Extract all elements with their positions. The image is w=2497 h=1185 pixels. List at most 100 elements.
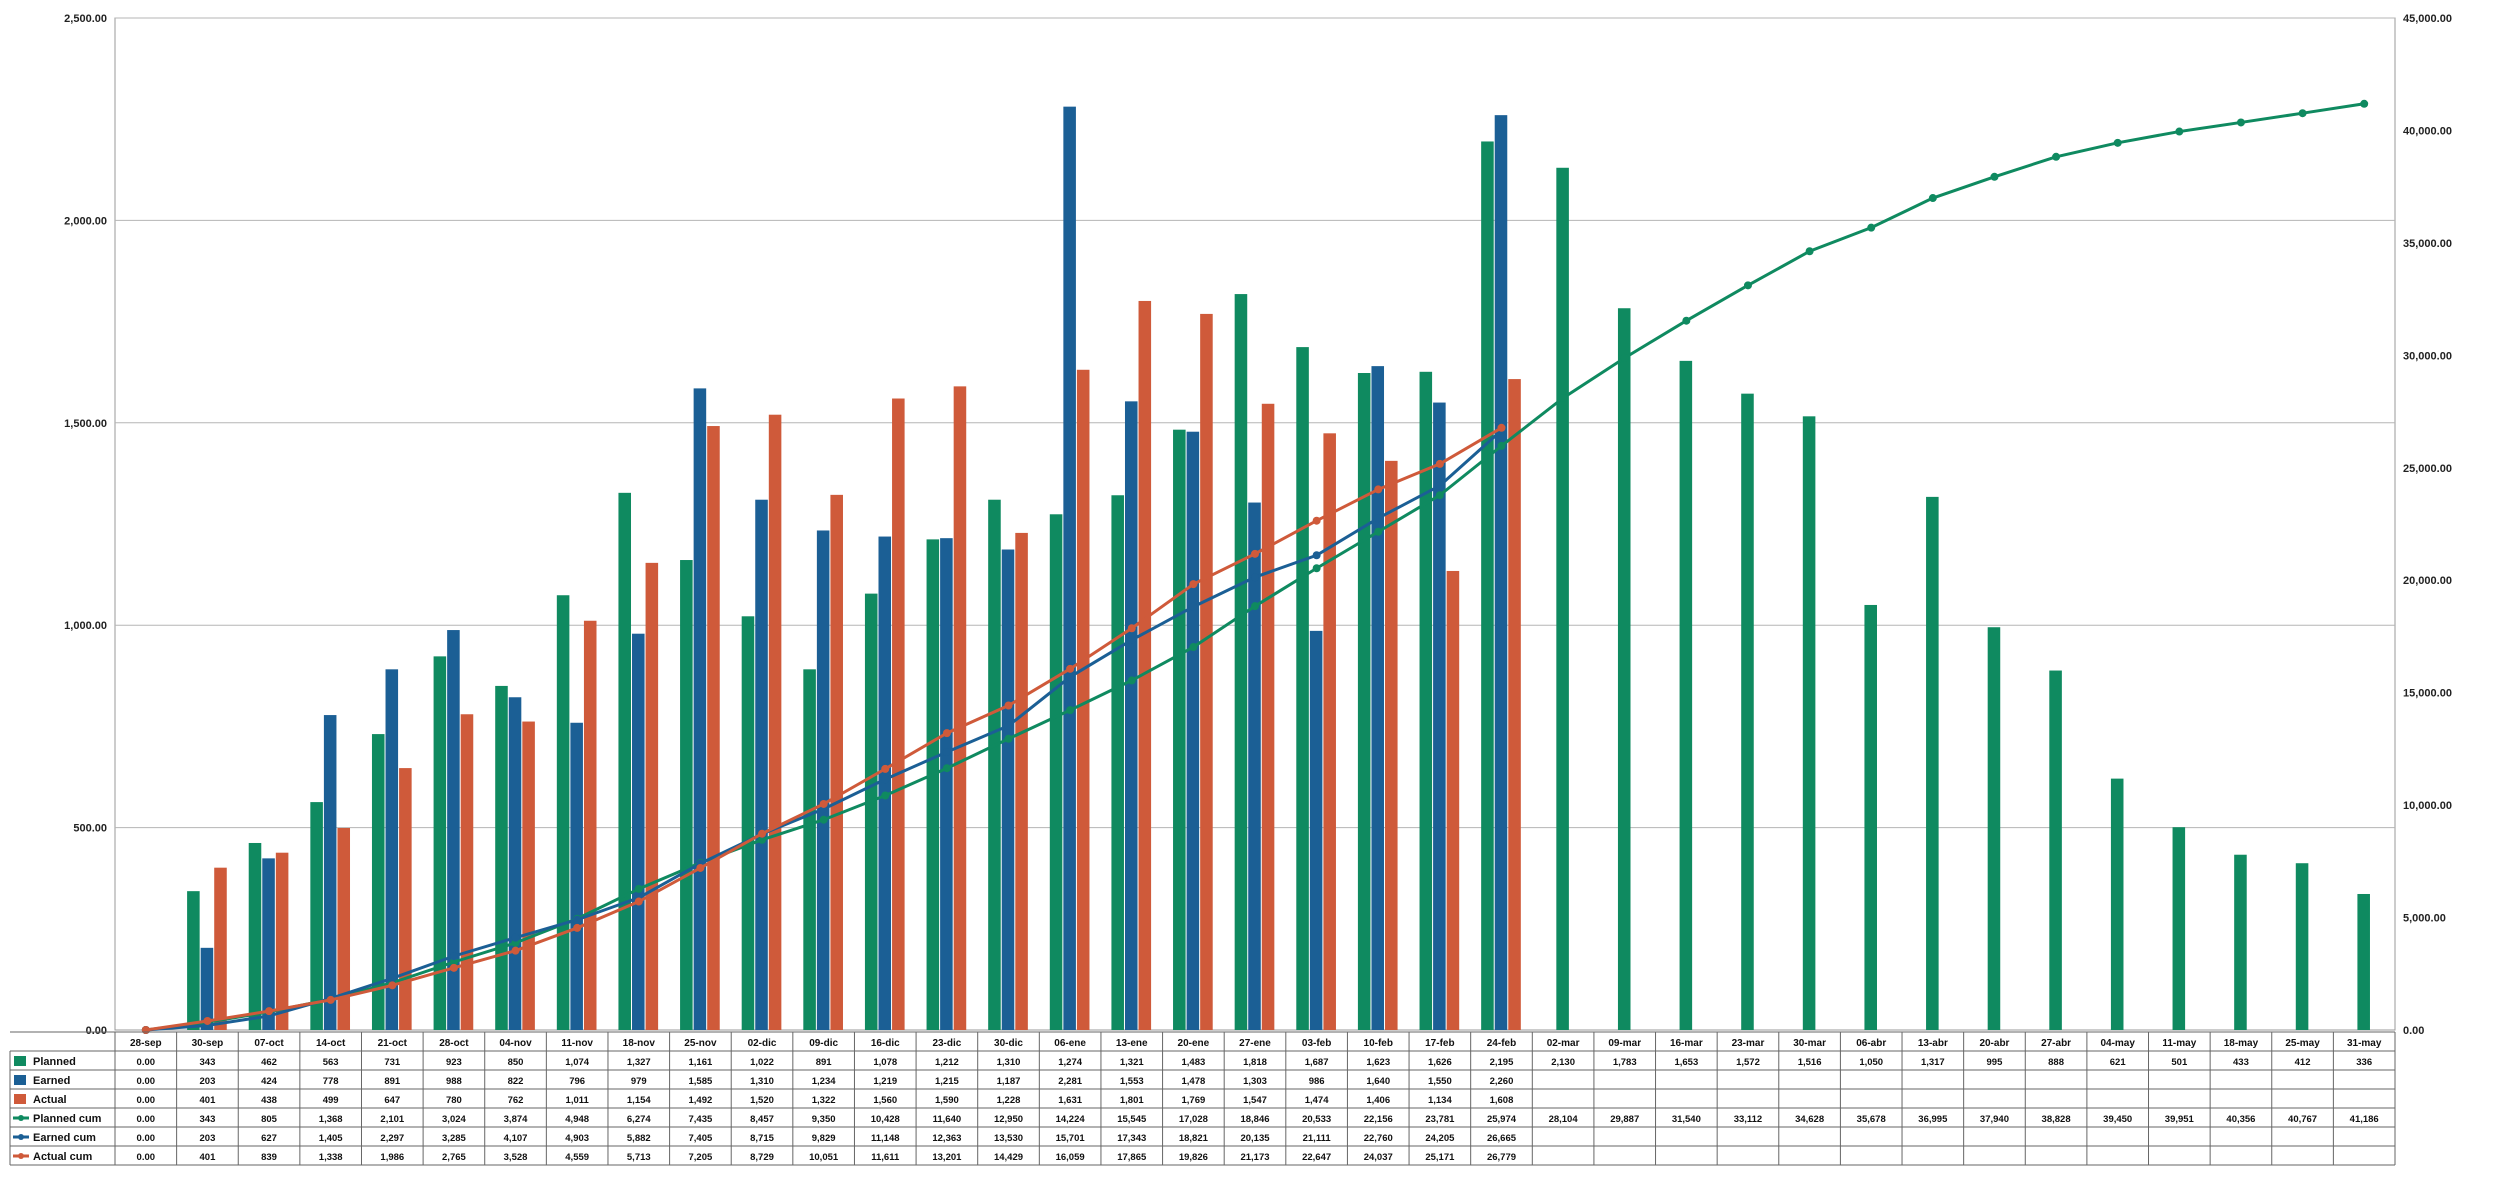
data-label: 1,022 [750, 1057, 774, 1068]
data-label: 888 [2048, 1057, 2064, 1068]
point-actual-cum [696, 863, 705, 872]
category-label: 04-nov [499, 1038, 532, 1049]
point-planned-cum [1682, 316, 1691, 325]
point-planned-cum [881, 791, 890, 800]
point-actual-cum [449, 963, 458, 972]
data-label: 25,974 [1487, 1114, 1517, 1125]
category-label: 17-feb [1425, 1038, 1454, 1049]
bar-actual [1323, 433, 1336, 1030]
category-label: 18-may [2224, 1038, 2259, 1049]
bar-actual [337, 828, 351, 1030]
category-label: 31-may [2347, 1038, 2382, 1049]
data-label: 0.00 [137, 1076, 156, 1087]
legend-label-actual: Actual [33, 1094, 67, 1106]
data-label: 1,547 [1243, 1095, 1267, 1106]
category-label: 04-may [2100, 1038, 2135, 1049]
data-label: 1,640 [1366, 1076, 1390, 1087]
data-label: 14,224 [1056, 1114, 1086, 1125]
data-label: 3,528 [504, 1152, 528, 1163]
bar-earned [1248, 502, 1261, 1030]
data-label: 1,560 [873, 1095, 897, 1106]
data-label: 8,729 [750, 1152, 774, 1163]
bar-earned [1186, 431, 1200, 1031]
legend-swatch-actual [14, 1094, 26, 1104]
data-label: 1,623 [1366, 1057, 1390, 1068]
point-actual-cum [141, 1026, 150, 1034]
bar-earned [1309, 630, 1323, 1030]
point-planned-cum [1004, 734, 1013, 743]
data-label: 1,228 [997, 1095, 1021, 1106]
data-label: 38,828 [2042, 1114, 2071, 1125]
category-label: 27-abr [2041, 1038, 2071, 1049]
point-actual-cum [1251, 549, 1259, 558]
data-label: 14,429 [994, 1152, 1023, 1163]
legend-label-earned-cum: Earned cum [33, 1132, 96, 1144]
data-label: 7,405 [689, 1133, 713, 1144]
point-planned-cum [449, 957, 458, 966]
point-earned-cum [1435, 481, 1444, 490]
data-label: 1,631 [1058, 1095, 1082, 1106]
point-planned-cum [2052, 152, 2061, 161]
point-earned-cum [449, 952, 458, 961]
data-label: 40,356 [2226, 1114, 2255, 1125]
data-label: 986 [1309, 1076, 1325, 1087]
point-actual-cum [203, 1016, 212, 1025]
point-earned-cum [511, 933, 520, 942]
bar-planned [2357, 893, 2370, 1030]
legend-label-actual-cum: Actual cum [33, 1151, 93, 1163]
data-label: 7,205 [689, 1152, 713, 1163]
y-right-tick-label: 20,000.00 [2403, 575, 2452, 587]
point-earned-cum [1374, 514, 1383, 523]
point-actual-cum [573, 923, 582, 932]
data-label: 1,478 [1181, 1076, 1205, 1087]
point-planned-cum [819, 815, 828, 824]
point-planned-cum [1189, 643, 1198, 652]
data-label: 336 [2356, 1057, 2372, 1068]
category-label: 25-may [2285, 1038, 2320, 1049]
bar-earned [1001, 549, 1015, 1030]
point-actual-cum [326, 995, 335, 1004]
data-label: 11,640 [933, 1114, 962, 1125]
bar-actual [953, 386, 967, 1030]
category-label: 30-sep [192, 1038, 224, 1049]
data-label: 15,545 [1117, 1114, 1147, 1125]
bar-actual [1261, 403, 1275, 1030]
data-label: 4,903 [565, 1133, 589, 1144]
bar-actual [1138, 300, 1152, 1030]
category-label: 18-nov [623, 1038, 656, 1049]
bar-planned [433, 656, 447, 1030]
category-label: 20-ene [1178, 1038, 1210, 1049]
data-label: 1,310 [750, 1076, 774, 1087]
data-label: 805 [261, 1114, 278, 1125]
bar-earned [385, 669, 399, 1030]
category-label: 20-abr [1979, 1038, 2009, 1049]
bar-planned [2295, 863, 2309, 1030]
data-label: 1,783 [1613, 1057, 1637, 1068]
bar-actual [892, 398, 905, 1031]
category-label: 24-feb [1487, 1038, 1516, 1049]
bar-planned [1802, 416, 1816, 1030]
point-planned-cum [1559, 393, 1568, 402]
data-label: 1,317 [1921, 1057, 1945, 1068]
legend-label-planned: Planned [33, 1056, 76, 1068]
y-right-tick-label: 15,000.00 [2403, 688, 2452, 700]
bar-earned [632, 633, 645, 1030]
bar-planned [618, 492, 632, 1030]
data-label: 8,715 [750, 1133, 774, 1144]
data-label: 923 [446, 1057, 462, 1068]
y-right-tick-label: 40,000.00 [2403, 125, 2452, 137]
data-label: 1,405 [319, 1133, 343, 1144]
data-label: 12,950 [994, 1114, 1023, 1125]
data-label: 1,572 [1736, 1057, 1760, 1068]
bar-planned [2110, 778, 2124, 1030]
bar-planned [371, 734, 385, 1030]
y-left-tick-label: 1,000.00 [64, 620, 107, 632]
y-right-tick-label: 30,000.00 [2403, 350, 2452, 362]
category-label: 09-mar [1608, 1038, 1641, 1049]
data-label: 11,148 [871, 1133, 900, 1144]
data-label: 401 [200, 1095, 217, 1106]
data-label: 1,303 [1243, 1076, 1267, 1087]
bar-actual [1446, 570, 1460, 1030]
